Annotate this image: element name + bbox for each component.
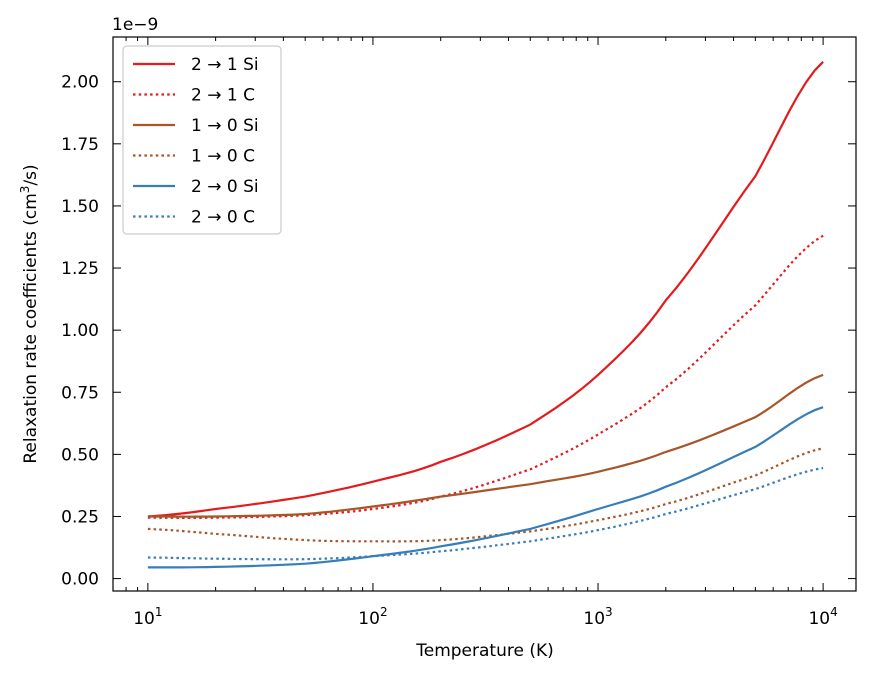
y-axis: 0.00 0.25 0.50 0.75 1.00 1.25 1.50 1.75 2.00: [61, 73, 856, 590]
legend-label-1: 2 → 1 C: [191, 86, 255, 106]
series-line-4: [147, 406, 824, 569]
y-offset-text: 1e−9: [112, 15, 158, 35]
y-tick-label-5: 1.25: [61, 259, 99, 279]
plot-area: [147, 61, 824, 569]
y-tick-label-8: 2.00: [61, 73, 99, 93]
series-line-2: [147, 373, 824, 518]
legend-label-2: 1 → 0 Si: [191, 116, 259, 136]
x-tick-label-0: 101: [133, 605, 162, 629]
y-tick-label-0: 0.00: [61, 570, 99, 590]
series-line-5: [147, 466, 824, 561]
x-axis: 101 102 103 104: [112, 37, 838, 629]
y-tick-label-2: 0.50: [61, 445, 99, 465]
legend-label-0: 2 → 1 Si: [191, 55, 259, 75]
y-tick-label-4: 1.00: [61, 321, 99, 341]
y-tick-label-3: 0.75: [61, 383, 99, 403]
y-tick-label-6: 1.50: [61, 197, 99, 217]
series-line-3: [147, 447, 824, 543]
legend-label-3: 1 → 0 C: [191, 147, 255, 167]
series-line-0: [147, 61, 824, 518]
legend-label-5: 2 → 0 C: [191, 208, 255, 228]
x-tick-label-1: 102: [358, 605, 387, 629]
series-line-1: [147, 234, 824, 519]
y-axis-label: Relaxation rate coefficients (cm3/s): [18, 164, 41, 463]
plot-frame: [112, 36, 857, 592]
y-tick-label-1: 0.25: [61, 507, 99, 527]
legend: 2 → 1 Si 2 → 1 C 1 → 0 Si 1 → 0 C 2 → 0 Si 2 …: [122, 45, 282, 235]
x-tick-label-3: 104: [808, 605, 837, 629]
y-tick-label-7: 1.75: [61, 135, 99, 155]
x-tick-label-2: 103: [583, 605, 612, 629]
legend-label-4: 2 → 0 Si: [191, 177, 259, 197]
x-axis-label: Temperature (K): [415, 641, 554, 661]
